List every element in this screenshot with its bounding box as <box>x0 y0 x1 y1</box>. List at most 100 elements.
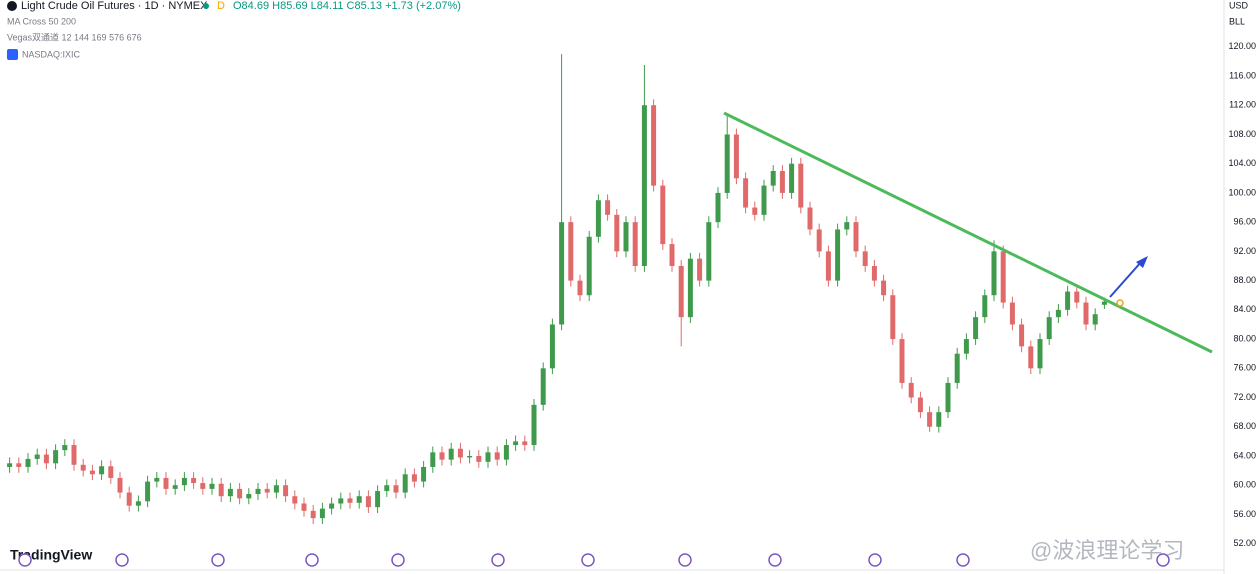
candle-body <box>503 445 509 460</box>
candle-body <box>807 207 813 230</box>
candle-body <box>733 134 739 179</box>
candle-body <box>338 498 344 504</box>
y-tick-label: 84.00 <box>1233 304 1256 314</box>
currency[interactable]: USD <box>1229 0 1249 10</box>
candle-body <box>549 324 555 369</box>
candle-body <box>835 229 841 281</box>
candle-body <box>853 222 859 252</box>
candle-body <box>844 222 850 230</box>
candle-body <box>16 463 22 467</box>
status-dot <box>203 3 209 9</box>
candle-body <box>301 503 307 511</box>
candle-body <box>936 412 942 427</box>
candle-body <box>871 266 877 281</box>
candle-body <box>1092 314 1098 325</box>
candle-body <box>1000 251 1006 303</box>
candle-body <box>292 496 298 504</box>
candle-body <box>7 463 13 467</box>
candle-body <box>384 485 390 492</box>
candle-body <box>1065 291 1071 310</box>
candle-body <box>651 105 657 186</box>
arrow-line[interactable] <box>1109 260 1143 298</box>
candle-body <box>559 222 565 325</box>
y-tick-label: 80.00 <box>1233 333 1256 343</box>
candle-body <box>467 456 473 458</box>
candle-body <box>890 295 896 340</box>
candle-body <box>660 185 666 245</box>
candle-body <box>402 474 408 493</box>
arrow-head <box>1136 256 1148 268</box>
candle-body <box>347 498 353 503</box>
y-tick-label: 112.00 <box>1229 100 1256 110</box>
candle-body <box>117 477 123 493</box>
candle-body <box>108 466 114 478</box>
event-icon <box>211 553 225 567</box>
candle-body <box>927 412 933 427</box>
candle-body <box>135 501 141 506</box>
candle-body <box>476 456 482 462</box>
indicator[interactable]: NASDAQ:IXIC <box>22 49 81 59</box>
candle-body <box>145 481 151 502</box>
candle-body <box>522 441 528 446</box>
event-icon <box>768 553 782 567</box>
candle-body <box>770 171 776 186</box>
candle-body <box>531 404 537 446</box>
candle-body <box>25 458 31 467</box>
candle-body <box>899 339 905 383</box>
y-tick-label: 108.00 <box>1228 129 1256 139</box>
indicator[interactable]: Vegas双通道 12 144 169 576 676 <box>7 31 142 42</box>
candle-body <box>80 464 86 471</box>
candle-body <box>945 382 951 413</box>
y-tick-label: 120.00 <box>1228 41 1256 51</box>
ohlc-values: O84.69 H85.69 L84.11 C85.13 +1.73 (+2.07… <box>233 0 461 12</box>
candle-body <box>1028 346 1034 369</box>
trend-line[interactable] <box>723 111 1213 354</box>
event-icon <box>581 553 595 567</box>
y-tick-label: 52.00 <box>1233 538 1256 548</box>
candle-body <box>973 317 979 340</box>
compare-icon <box>7 49 18 60</box>
candle-body <box>540 368 546 405</box>
candle-body <box>411 474 417 482</box>
candle-body <box>494 452 500 460</box>
chart-title: Light Crude Oil Futures · 1D · NYMEX <box>21 0 208 12</box>
candle-body <box>439 452 445 460</box>
candle-body <box>1074 291 1080 303</box>
candle-body <box>126 492 132 506</box>
unit[interactable]: BLL <box>1229 16 1245 26</box>
candle-body <box>1046 317 1052 340</box>
candle-body <box>163 477 169 489</box>
event-icon <box>678 553 692 567</box>
y-tick-label: 104.00 <box>1228 158 1256 168</box>
candles <box>7 54 1107 524</box>
y-tick-label: 72.00 <box>1233 392 1256 402</box>
candle-body <box>678 266 684 318</box>
event-icon <box>1156 553 1170 567</box>
candle-body <box>356 496 362 503</box>
candle-body <box>917 397 923 413</box>
symbol-icon <box>7 1 17 11</box>
candle-body <box>816 229 822 252</box>
candle-body <box>669 244 675 266</box>
candle-body <box>513 441 519 446</box>
candle-body <box>218 483 224 497</box>
candle-body <box>181 477 187 486</box>
candle-body <box>641 105 647 266</box>
candle-body <box>954 353 960 383</box>
candle-body <box>632 222 638 266</box>
candle-body <box>200 483 206 489</box>
event-icon <box>18 553 32 567</box>
indicator[interactable]: MA Cross 50 200 <box>7 16 76 26</box>
candle-body <box>329 503 335 509</box>
candle-body <box>448 448 454 460</box>
candle-body <box>1019 324 1025 347</box>
candle-body <box>421 466 427 482</box>
candle-body <box>1083 302 1089 325</box>
candle-body <box>430 452 436 467</box>
candle-body <box>623 222 629 252</box>
event-icon <box>391 553 405 567</box>
candle-body <box>34 454 40 459</box>
candle-body <box>227 488 233 497</box>
candle-body <box>89 470 95 475</box>
